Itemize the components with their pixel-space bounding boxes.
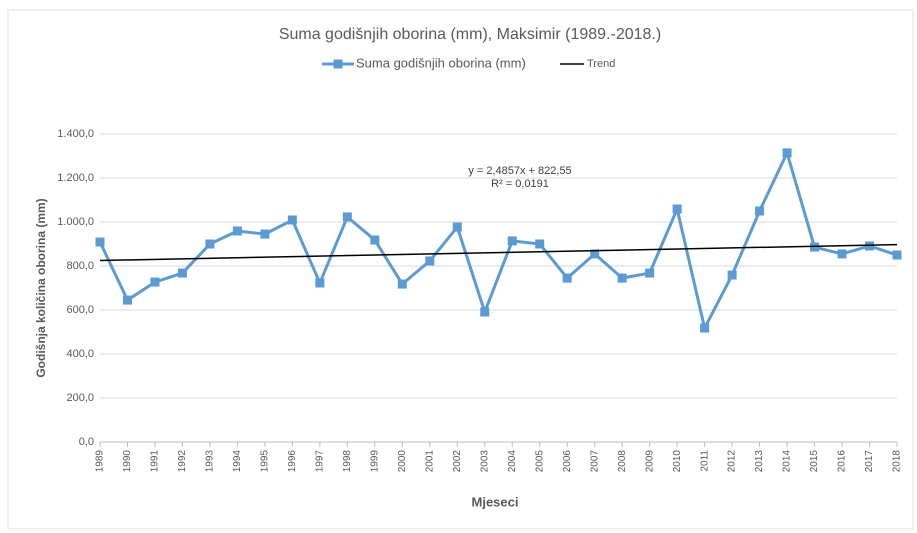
data-point bbox=[397, 279, 407, 289]
x-tick-label: 2007 bbox=[589, 450, 600, 473]
data-point bbox=[617, 273, 627, 283]
data-point bbox=[837, 249, 847, 259]
trend-equation: y = 2,4857x + 822,55 bbox=[468, 165, 571, 177]
y-tick-label: 1.200,0 bbox=[57, 172, 94, 184]
data-point bbox=[590, 249, 600, 259]
x-tick-label: 2013 bbox=[754, 450, 765, 473]
data-point bbox=[425, 256, 435, 266]
x-tick-label: 2006 bbox=[562, 450, 573, 473]
x-tick-label: 2015 bbox=[809, 450, 820, 473]
x-tick-label: 2004 bbox=[507, 450, 518, 473]
data-point bbox=[507, 236, 517, 246]
y-tick-label: 800,0 bbox=[66, 260, 94, 272]
data-point bbox=[810, 242, 820, 252]
x-tick-label: 1996 bbox=[287, 450, 298, 473]
trend-r2: R² = 0,0191 bbox=[491, 178, 549, 190]
data-point bbox=[315, 278, 325, 288]
x-axis-label: Mjeseci bbox=[472, 494, 519, 509]
data-point bbox=[727, 270, 737, 280]
x-tick-label: 2001 bbox=[424, 450, 435, 473]
data-point bbox=[287, 215, 297, 225]
x-tick-label: 1999 bbox=[369, 450, 380, 473]
legend-marker bbox=[333, 59, 343, 69]
data-point bbox=[645, 268, 655, 278]
data-point bbox=[177, 268, 187, 278]
y-tick-label: 200,0 bbox=[66, 392, 94, 404]
x-tick-label: 1990 bbox=[122, 450, 133, 473]
x-tick-label: 2018 bbox=[892, 450, 903, 473]
chart-border bbox=[7, 9, 914, 530]
x-tick-label: 2008 bbox=[617, 450, 628, 473]
y-tick-label: 0,0 bbox=[79, 436, 94, 448]
legend-label: Suma godišnjih oborina (mm) bbox=[356, 55, 526, 70]
x-tick-label: 2011 bbox=[699, 450, 710, 472]
data-point bbox=[700, 323, 710, 333]
x-tick-label: 2002 bbox=[452, 450, 463, 473]
x-tick-label: 2010 bbox=[672, 450, 683, 473]
data-point bbox=[342, 212, 352, 222]
data-point bbox=[232, 226, 242, 236]
data-point bbox=[150, 277, 160, 287]
trend-line bbox=[99, 243, 898, 262]
data-point bbox=[672, 204, 682, 214]
data-point bbox=[755, 206, 765, 216]
data-point bbox=[480, 307, 490, 317]
data-point bbox=[122, 295, 132, 305]
legend-label: Trend bbox=[587, 58, 615, 70]
y-axis-label: Godišnja količina oborina (mm) bbox=[34, 198, 48, 377]
data-point bbox=[452, 222, 462, 232]
y-tick-label: 1.000,0 bbox=[57, 216, 94, 228]
x-tick-label: 2005 bbox=[534, 450, 545, 473]
chart-title: Suma godišnjih oborina (mm), Maksimir (1… bbox=[279, 26, 661, 43]
data-point bbox=[892, 250, 902, 260]
x-tick-label: 2014 bbox=[782, 450, 793, 473]
x-tick-label: 1989 bbox=[95, 450, 106, 473]
x-tick-label: 2017 bbox=[864, 450, 875, 473]
data-point bbox=[865, 241, 875, 251]
x-tick-label: 2003 bbox=[479, 450, 490, 473]
data-point bbox=[370, 235, 380, 245]
data-point bbox=[260, 229, 270, 239]
x-tick-label: 2009 bbox=[644, 450, 655, 473]
x-tick-label: 1997 bbox=[315, 450, 326, 473]
x-tick-label: 2000 bbox=[397, 450, 408, 473]
data-point bbox=[95, 237, 105, 247]
y-tick-label: 1.400,0 bbox=[57, 128, 94, 140]
x-tick-label: 2012 bbox=[727, 450, 738, 473]
x-tick-label: 1992 bbox=[177, 450, 188, 473]
data-point bbox=[782, 148, 792, 158]
data-point bbox=[535, 239, 545, 249]
data-line bbox=[98, 148, 898, 333]
data-point bbox=[562, 273, 572, 283]
y-tick-label: 600,0 bbox=[66, 304, 94, 316]
x-tick-label: 1991 bbox=[150, 450, 161, 473]
x-tick-label: 1995 bbox=[260, 450, 271, 473]
data-point bbox=[205, 239, 215, 249]
x-tick-label: 1998 bbox=[342, 450, 353, 473]
x-tick-label: 1994 bbox=[232, 450, 243, 473]
y-tick-label: 400,0 bbox=[66, 348, 94, 360]
x-tick-label: 1993 bbox=[205, 450, 216, 473]
x-tick-label: 2016 bbox=[837, 450, 848, 473]
